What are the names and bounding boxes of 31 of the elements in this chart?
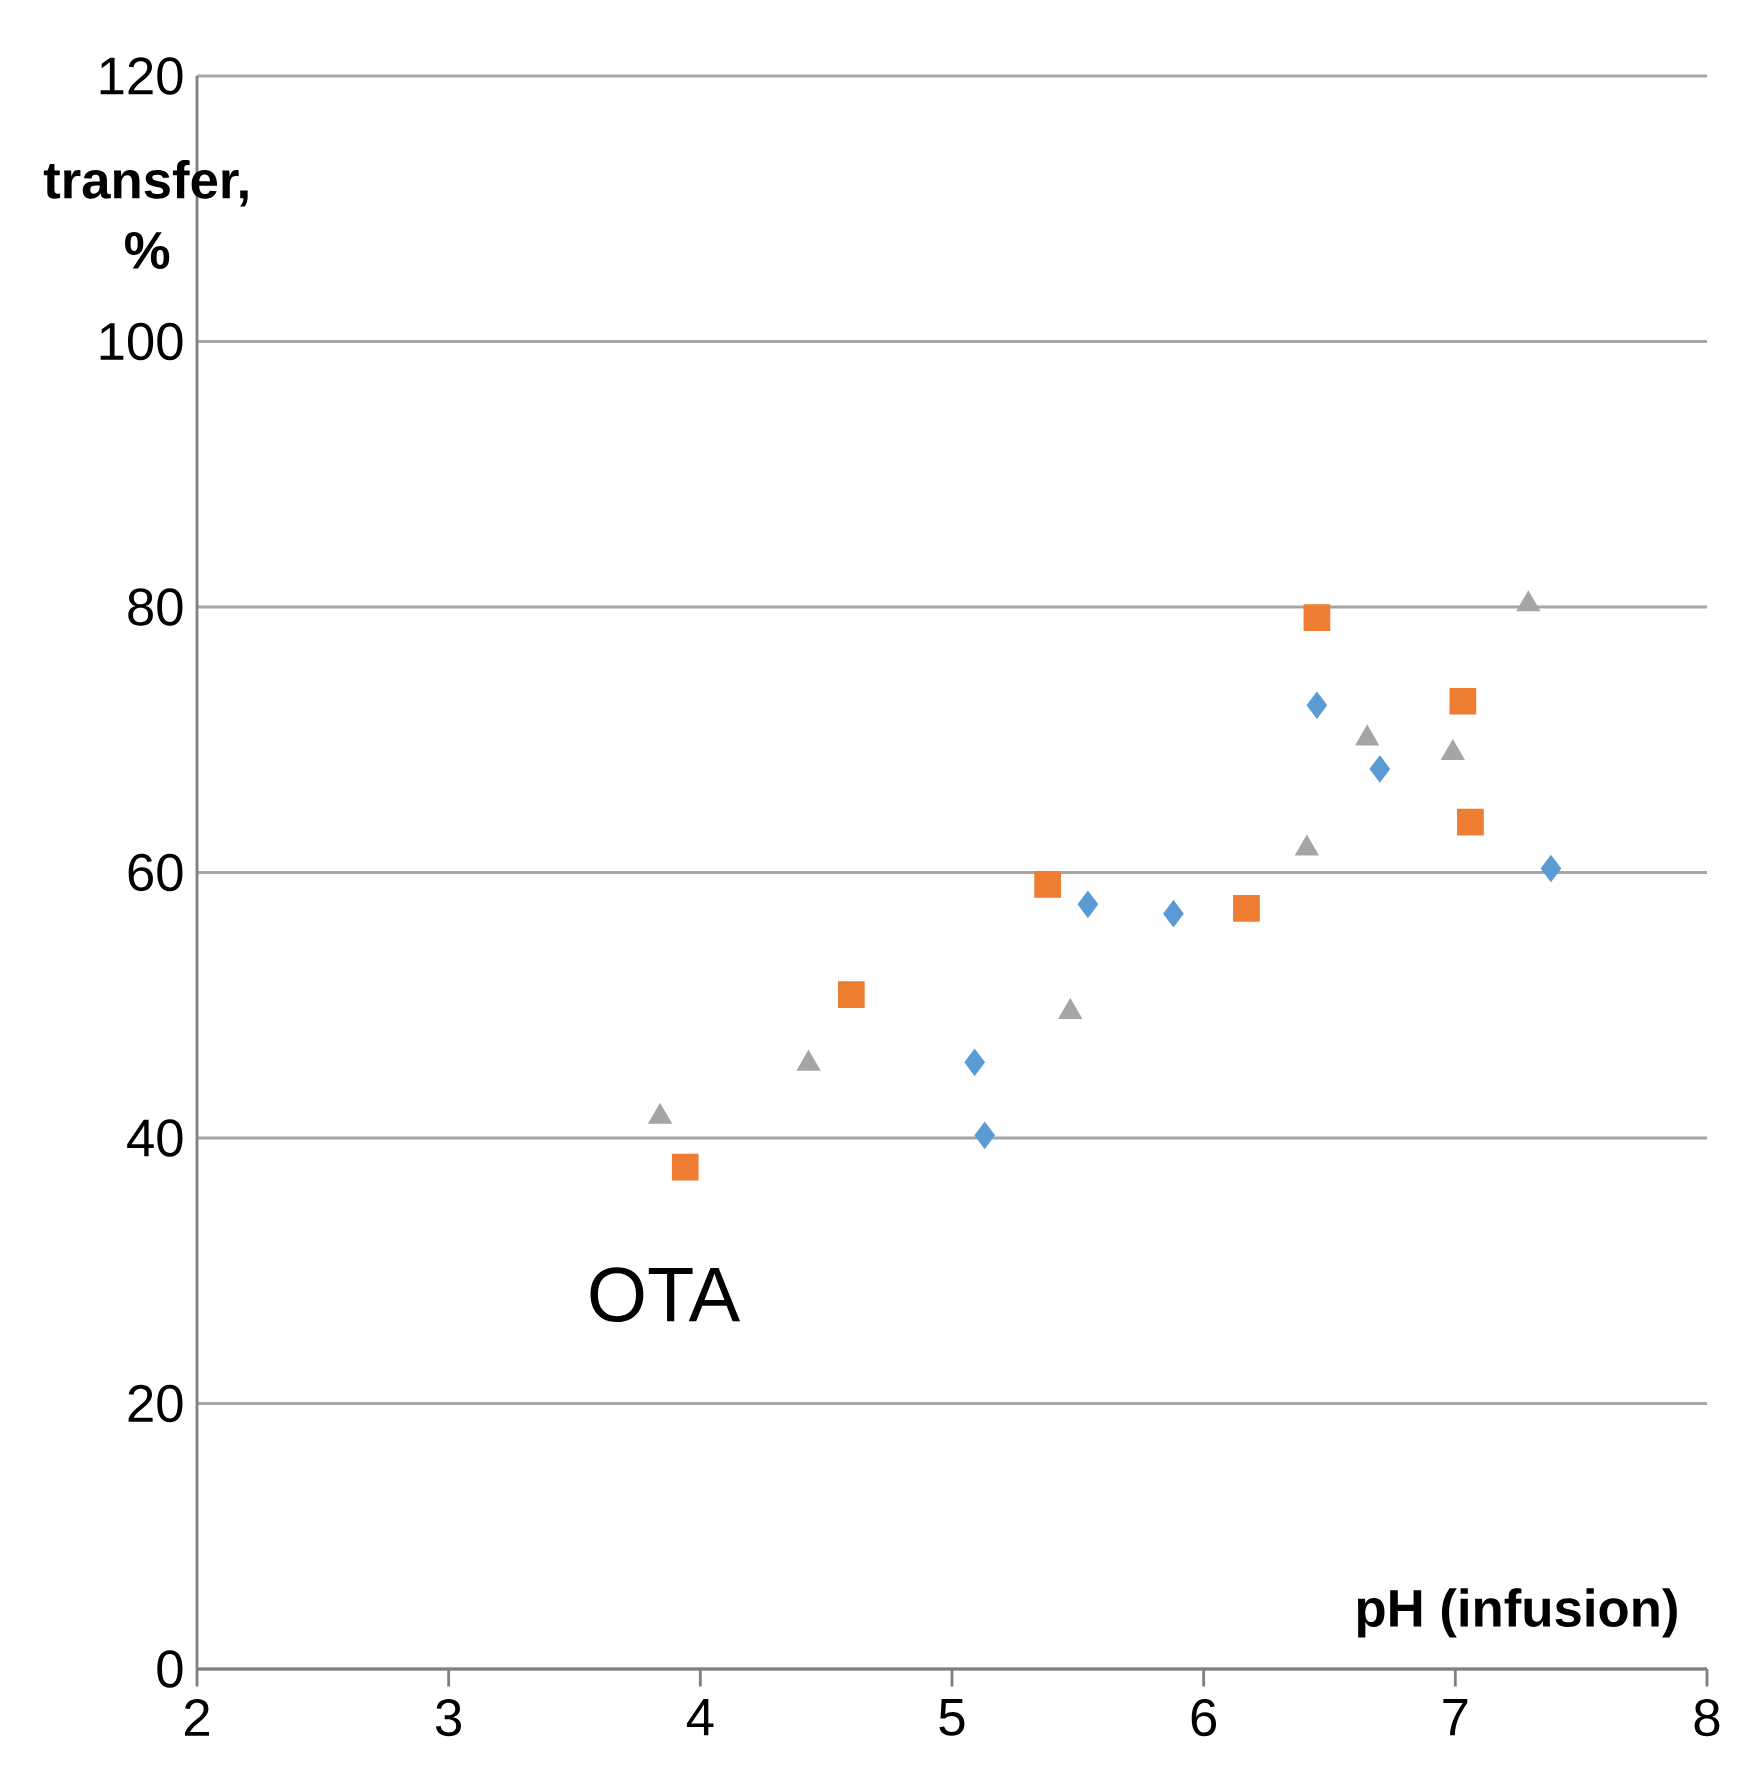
y-tick-label: 20 bbox=[128, 1384, 183, 1423]
annotation: OTA bbox=[590, 1267, 741, 1323]
y-tick-label: 60 bbox=[128, 853, 183, 892]
point bbox=[1163, 900, 1184, 927]
point bbox=[1233, 894, 1260, 922]
y-tick-label: 120 bbox=[100, 57, 183, 95]
x-tick-label: 4 bbox=[686, 1698, 714, 1736]
point bbox=[1306, 691, 1328, 719]
x-tick-label: 2 bbox=[184, 1698, 210, 1736]
point bbox=[671, 1153, 699, 1181]
x-tick-label: 6 bbox=[1191, 1698, 1217, 1737]
point bbox=[974, 1121, 995, 1149]
point bbox=[1034, 871, 1061, 898]
point bbox=[1457, 808, 1484, 836]
x-tick-label: 5 bbox=[939, 1698, 965, 1736]
point bbox=[964, 1048, 985, 1076]
y-tick-label: 40 bbox=[127, 1119, 183, 1157]
y-tick-label: 80 bbox=[128, 588, 183, 626]
point bbox=[1540, 855, 1562, 882]
point bbox=[837, 981, 865, 1008]
point bbox=[1077, 890, 1099, 918]
x-tick-label: 8 bbox=[1694, 1698, 1720, 1737]
point bbox=[1369, 755, 1391, 783]
x-tick-label: 7 bbox=[1443, 1698, 1468, 1736]
x-tick-label: 3 bbox=[435, 1698, 462, 1737]
x-axis-title: pH (infusion) bbox=[1357, 1588, 1677, 1638]
y-tick-label: 0 bbox=[157, 1650, 183, 1688]
y-tick-label: 100 bbox=[100, 322, 183, 361]
point bbox=[1449, 687, 1477, 715]
point bbox=[1303, 604, 1331, 631]
y-axis-title: transfer, % bbox=[43, 160, 248, 269]
